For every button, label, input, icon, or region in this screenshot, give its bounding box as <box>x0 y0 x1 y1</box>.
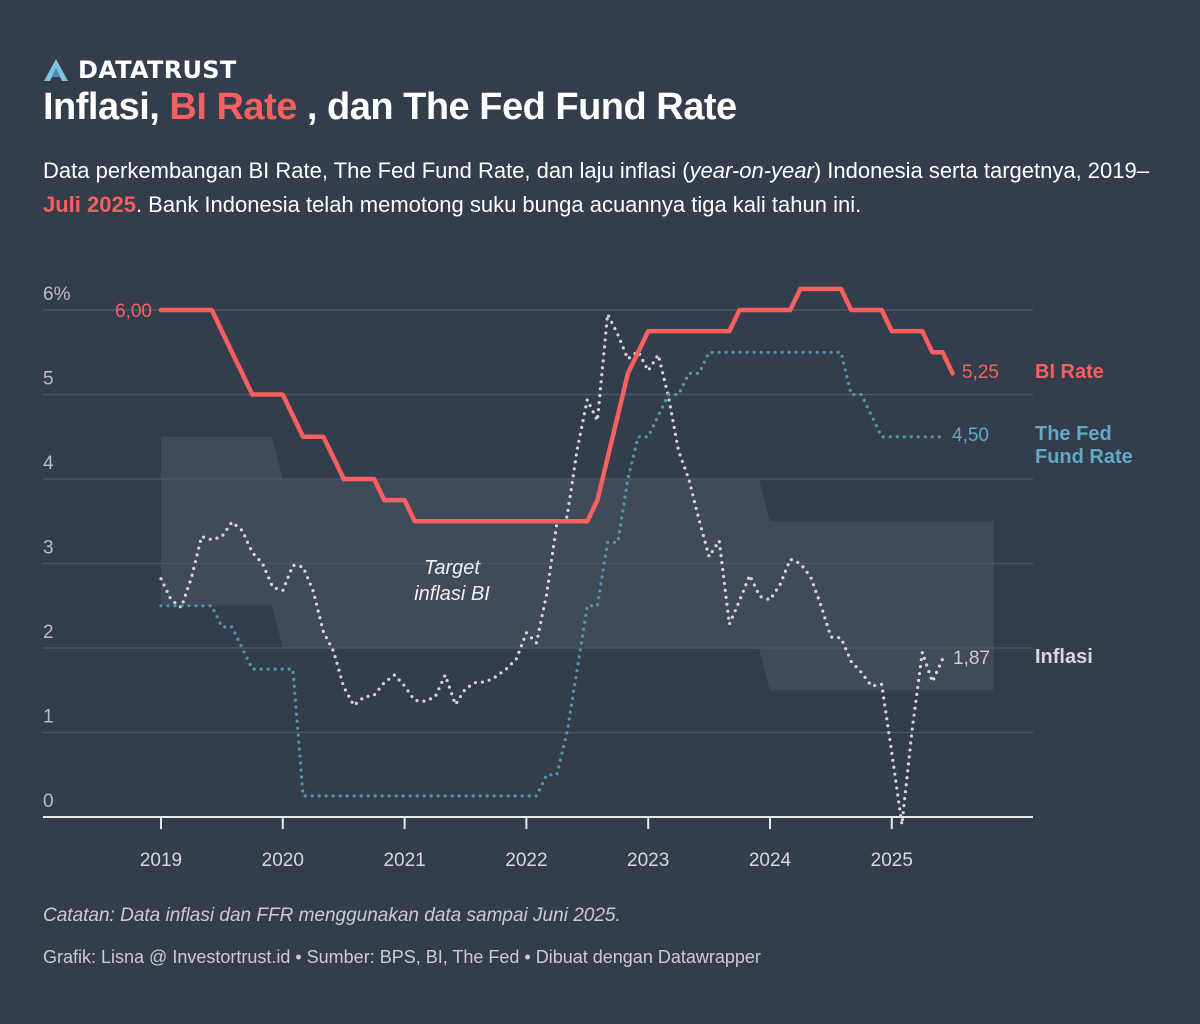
inflation-end-label: 1,87 <box>953 648 990 669</box>
series-line-ffr <box>159 350 945 798</box>
legend-bi-rate: BI Rate <box>1035 361 1104 383</box>
ffr-end-label: 4,50 <box>952 425 989 446</box>
title-highlight: BI Rate <box>169 86 297 128</box>
series-line-inf <box>159 308 945 825</box>
subtitle-text: . Bank Indonesia telah memotong suku bun… <box>135 192 862 217</box>
chart-subtitle: Data perkembangan BI Rate, The Fed Fund … <box>43 154 1163 222</box>
x-tick-label: 2019 <box>140 850 182 871</box>
y-tick-label: 1 <box>43 707 54 728</box>
legend-inflation: Inflasi <box>1035 646 1093 668</box>
legend-ffr: Fund Rate <box>1035 446 1133 468</box>
line-chart: 0 1 2 3 4 5 6% 2019 2020 2021 2022 2023 2024 2025 Targ… <box>43 284 1133 871</box>
legend-ffr: The Fed <box>1035 423 1112 445</box>
datatrust-logo-icon <box>44 59 68 81</box>
y-tick-label: 5 <box>43 369 54 390</box>
subtitle-text: ) Indonesia serta targetnya, 2019– <box>813 158 1149 183</box>
subtitle-italic: year-on-year <box>689 158 814 183</box>
target-band-label: inflasi BI <box>414 583 490 605</box>
y-tick-label: 3 <box>43 538 54 559</box>
x-tick-label: 2024 <box>749 850 792 871</box>
x-tick-label: 2025 <box>871 850 913 871</box>
x-tick-label: 2021 <box>383 850 425 871</box>
y-tick-label: 0 <box>43 791 54 812</box>
title-text-end: , dan The Fed Fund Rate <box>296 86 737 128</box>
target-band-label: Target <box>424 557 481 579</box>
y-tick-label: 2 <box>43 622 54 643</box>
y-tick-label: 6% <box>43 284 71 305</box>
title-text: Inflasi, <box>43 86 170 128</box>
bi-rate-start-label: 6,00 <box>115 301 152 322</box>
bi-rate-end-label: 5,25 <box>962 362 999 383</box>
y-tick-label: 4 <box>43 453 54 474</box>
brand-name: DATATRUST <box>78 56 237 84</box>
x-tick-label: 2022 <box>505 850 547 871</box>
subtitle-highlight: Juli 2025 <box>43 192 136 217</box>
x-tick-label: 2020 <box>262 850 304 871</box>
chart-title: Inflasi, BI Rate , dan The Fed Fund Rate <box>43 86 737 129</box>
series-line-bi <box>158 286 955 524</box>
chart-source: Grafik: Lisna @ Investortrust.id • Sumbe… <box>43 947 761 967</box>
chart-note: Catatan: Data inflasi dan FFR menggunaka… <box>43 905 621 926</box>
brand-logo: DATATRUST <box>44 56 237 84</box>
x-tick-label: 2023 <box>627 850 669 871</box>
subtitle-text: Data perkembangan BI Rate, The Fed Fund … <box>43 158 690 183</box>
